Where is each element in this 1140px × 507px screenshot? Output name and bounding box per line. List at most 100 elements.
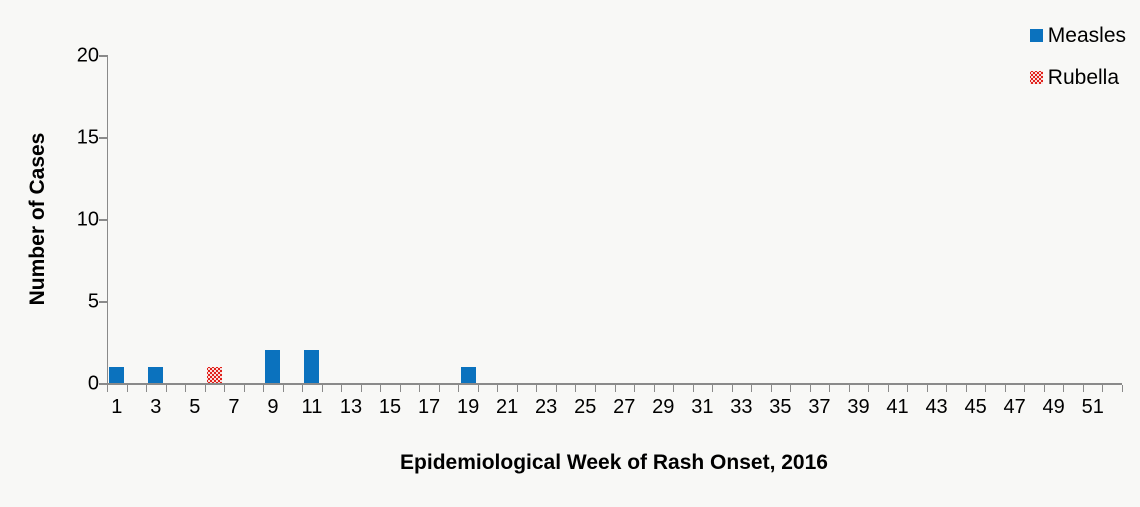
x-tick-label: 11 bbox=[301, 396, 323, 418]
x-tick bbox=[965, 385, 967, 392]
x-tick bbox=[926, 385, 928, 392]
x-tick-label: 33 bbox=[730, 396, 753, 418]
x-tick-label: 21 bbox=[496, 396, 519, 418]
x-tick bbox=[634, 385, 636, 392]
y-axis-title: Number of Cases bbox=[26, 132, 49, 306]
x-tick-label: 29 bbox=[652, 396, 675, 418]
x-tick bbox=[1122, 385, 1123, 392]
x-axis-line bbox=[107, 383, 1122, 385]
bar-measles-week-1 bbox=[109, 366, 125, 383]
x-tick-label: 27 bbox=[613, 396, 636, 418]
x-tick-label: 47 bbox=[1003, 396, 1026, 418]
measles-swatch-icon bbox=[1029, 29, 1043, 42]
x-tick bbox=[673, 385, 675, 392]
legend-entry-rubella: Rubella bbox=[1029, 66, 1126, 89]
x-tick bbox=[204, 385, 206, 392]
x-tick bbox=[477, 385, 479, 392]
x-tick bbox=[126, 385, 128, 392]
x-tick bbox=[399, 385, 401, 392]
x-tick bbox=[1063, 385, 1065, 392]
rubella-swatch-icon bbox=[1029, 71, 1043, 84]
x-tick bbox=[341, 385, 343, 392]
x-tick bbox=[653, 385, 655, 392]
x-tick bbox=[438, 385, 440, 392]
x-tick-label: 31 bbox=[691, 396, 714, 418]
x-tick bbox=[907, 385, 909, 392]
x-tick bbox=[712, 385, 714, 392]
y-tick bbox=[99, 383, 107, 385]
x-tick bbox=[594, 385, 596, 392]
x-tick bbox=[575, 385, 577, 392]
x-tick bbox=[516, 385, 518, 392]
x-tick bbox=[985, 385, 987, 392]
bar-measles-week-3 bbox=[148, 366, 164, 383]
x-tick-label: 17 bbox=[417, 396, 441, 418]
x-tick bbox=[263, 385, 265, 392]
x-tick-label: 41 bbox=[886, 396, 909, 418]
y-tick bbox=[99, 301, 107, 303]
x-tick bbox=[380, 385, 382, 392]
x-tick-label: 35 bbox=[769, 396, 792, 418]
x-tick bbox=[829, 385, 831, 392]
y-tick-label: 15 bbox=[76, 126, 99, 149]
x-tick bbox=[243, 385, 245, 392]
x-tick-label: 13 bbox=[339, 396, 363, 418]
bar-measles-week-9 bbox=[265, 350, 281, 383]
x-tick bbox=[555, 385, 557, 392]
x-tick-label: 39 bbox=[847, 396, 870, 418]
x-tick bbox=[458, 385, 460, 392]
x-tick bbox=[751, 385, 753, 392]
x-tick bbox=[107, 385, 108, 392]
legend-entry-measles: Measles bbox=[1029, 24, 1126, 47]
x-tick bbox=[321, 385, 323, 392]
x-tick bbox=[1043, 385, 1045, 392]
y-tick-label: 5 bbox=[87, 290, 99, 313]
x-tick-label: 9 bbox=[267, 396, 279, 418]
legend: Measles Rubella bbox=[1029, 24, 1126, 89]
x-tick bbox=[224, 385, 226, 392]
x-tick bbox=[692, 385, 694, 392]
x-tick bbox=[848, 385, 850, 392]
y-tick-label: 20 bbox=[76, 44, 99, 67]
x-tick-label: 43 bbox=[925, 396, 948, 418]
x-tick-label: 3 bbox=[150, 396, 162, 418]
legend-label-rubella: Rubella bbox=[1047, 66, 1120, 89]
legend-label-measles: Measles bbox=[1047, 24, 1126, 47]
x-tick bbox=[146, 385, 148, 392]
x-tick-label: 7 bbox=[228, 396, 240, 418]
x-tick-label: 37 bbox=[808, 396, 831, 418]
x-tick bbox=[790, 385, 792, 392]
x-tick bbox=[868, 385, 870, 392]
x-tick-label: 15 bbox=[378, 396, 402, 418]
x-tick bbox=[1102, 385, 1104, 392]
x-tick bbox=[887, 385, 889, 392]
x-tick bbox=[360, 385, 362, 392]
x-tick bbox=[731, 385, 733, 392]
y-axis-line bbox=[107, 55, 108, 383]
y-tick-label: 0 bbox=[87, 372, 99, 395]
x-tick bbox=[770, 385, 772, 392]
x-tick bbox=[1004, 385, 1006, 392]
y-tick bbox=[99, 55, 107, 57]
x-tick-label: 45 bbox=[964, 396, 987, 418]
x-axis-title: Epidemiological Week of Rash Onset, 2016 bbox=[400, 451, 828, 474]
x-tick-label: 23 bbox=[535, 396, 558, 418]
bar-rubella-week-6 bbox=[206, 366, 222, 383]
x-tick bbox=[614, 385, 616, 392]
x-tick bbox=[1082, 385, 1084, 392]
y-tick-label: 10 bbox=[76, 208, 99, 231]
x-tick-label: 1 bbox=[111, 396, 123, 418]
x-tick bbox=[185, 385, 187, 392]
x-tick bbox=[536, 385, 538, 392]
x-tick-label: 51 bbox=[1081, 396, 1104, 418]
x-tick bbox=[946, 385, 948, 392]
bar-measles-week-19 bbox=[460, 366, 476, 383]
x-tick bbox=[1024, 385, 1026, 392]
x-tick-label: 5 bbox=[189, 396, 201, 418]
x-tick bbox=[302, 385, 304, 392]
y-tick bbox=[99, 137, 107, 139]
x-tick bbox=[497, 385, 499, 392]
bar-measles-week-11 bbox=[304, 350, 320, 383]
x-tick bbox=[809, 385, 811, 392]
